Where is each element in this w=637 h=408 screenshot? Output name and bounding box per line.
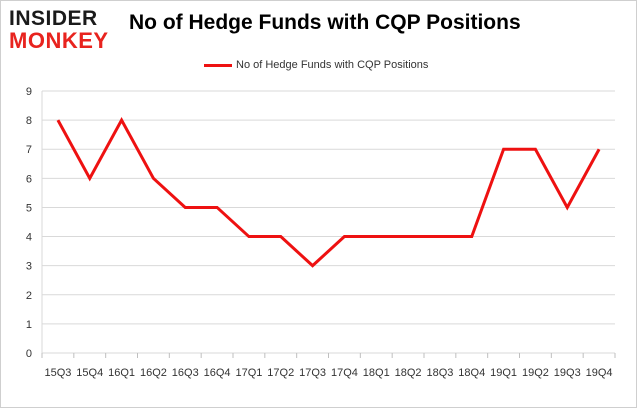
y-tick-label: 0 [26, 348, 32, 360]
x-tick-label: 17Q4 [331, 367, 358, 379]
x-tick-label: 16Q2 [140, 367, 167, 379]
y-tick-label: 4 [26, 232, 32, 244]
x-tick-label: 17Q2 [267, 367, 294, 379]
legend-swatch [204, 63, 232, 67]
x-tick-label: 16Q4 [204, 367, 231, 379]
x-tick-label: 17Q1 [235, 367, 262, 379]
y-tick-label: 9 [26, 86, 32, 98]
y-tick-label: 5 [26, 202, 32, 214]
series-line [56, 116, 601, 268]
legend-label: No of Hedge Funds with CQP Positions [236, 59, 429, 71]
x-tick-label: 18Q4 [458, 367, 485, 379]
x-tick-label: 19Q4 [586, 367, 613, 379]
logo-line1: INSIDER [9, 7, 98, 30]
y-tick-label: 3 [26, 261, 32, 273]
logo-line2: MONKEY [9, 28, 109, 53]
x-tick-label: 19Q1 [490, 367, 517, 379]
y-tick-label: 2 [26, 290, 32, 302]
y-tick-label: 8 [26, 115, 32, 127]
x-tick-label: 18Q3 [426, 367, 453, 379]
insidermonkey-logo: INSIDER MONKEY [9, 7, 119, 53]
chart-legend: No of Hedge Funds with CQP Positions [204, 58, 428, 72]
x-tick-label: 17Q3 [299, 367, 326, 379]
chart-title: No of Hedge Funds with CQP Positions [129, 11, 521, 34]
x-tick-label: 18Q2 [395, 367, 422, 379]
x-tick-label: 15Q4 [76, 367, 103, 379]
x-tick-label: 19Q2 [522, 367, 549, 379]
x-tick-label: 16Q1 [108, 367, 135, 379]
x-tick-label: 19Q3 [554, 367, 581, 379]
x-tick-label: 15Q3 [44, 367, 71, 379]
y-tick-label: 1 [26, 319, 32, 331]
y-tick-label: 7 [26, 144, 32, 156]
x-tick-label: 18Q1 [363, 367, 390, 379]
x-tick-label: 16Q3 [172, 367, 199, 379]
y-tick-label: 6 [26, 173, 32, 185]
